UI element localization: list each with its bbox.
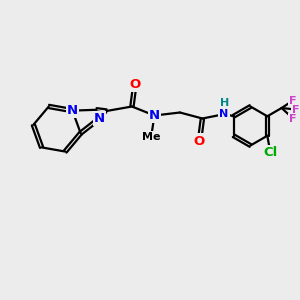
Text: F: F (289, 113, 297, 124)
Text: F: F (292, 104, 300, 115)
Text: N: N (94, 112, 105, 125)
Text: N: N (219, 109, 228, 119)
Text: N: N (67, 104, 78, 117)
Text: Cl: Cl (263, 146, 278, 159)
Text: Me: Me (142, 131, 161, 142)
Text: F: F (289, 95, 297, 106)
Text: O: O (129, 77, 141, 91)
Text: O: O (194, 134, 205, 148)
Text: H: H (220, 109, 230, 119)
Text: N: N (149, 109, 160, 122)
Text: H: H (220, 98, 230, 108)
